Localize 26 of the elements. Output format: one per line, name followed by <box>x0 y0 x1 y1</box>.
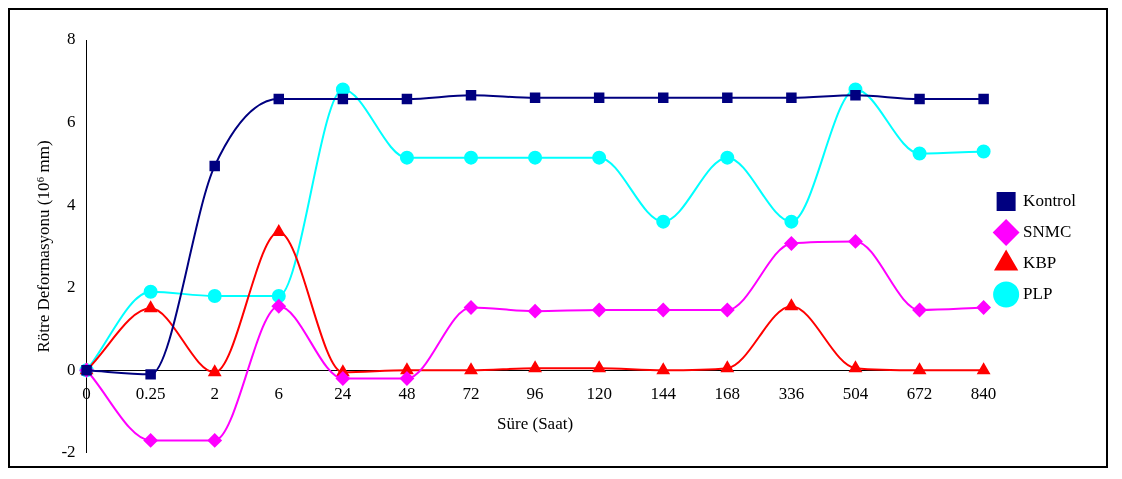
x-tick-label: 120 <box>586 383 612 403</box>
x-tick-label: 2 <box>210 383 219 403</box>
y-tick-label: 4 <box>67 194 77 214</box>
y-axis-title: Rötre Deformasyonu (10⁶ mm) <box>33 140 53 353</box>
x-tick-label: 24 <box>334 383 352 403</box>
legend-label: SNMC <box>1023 221 1072 241</box>
x-tick-label: 144 <box>650 383 677 403</box>
x-tick-label: 48 <box>398 383 416 403</box>
x-tick-label: 6 <box>274 383 284 403</box>
legend-label: PLP <box>1023 283 1053 303</box>
x-tick-label: 336 <box>778 383 805 403</box>
y-tick-label: -2 <box>61 442 76 462</box>
x-tick-label: 168 <box>714 383 741 403</box>
legend-label: KBP <box>1023 252 1057 272</box>
x-tick-label: 0.25 <box>135 383 166 403</box>
y-tick-label: 2 <box>67 277 76 297</box>
y-tick-label: 8 <box>67 29 76 49</box>
x-tick-label: 72 <box>462 383 480 403</box>
y-tick-label: 6 <box>67 112 76 132</box>
x-axis-title: Süre (Saat) <box>497 414 574 434</box>
legend-label: Kontrol <box>1023 190 1077 210</box>
y-tick-label: 0 <box>67 359 76 379</box>
x-tick-label: 96 <box>526 383 544 403</box>
x-tick-label: 504 <box>842 383 869 403</box>
x-tick-label: 840 <box>970 383 997 403</box>
x-tick-label: 672 <box>906 383 933 403</box>
